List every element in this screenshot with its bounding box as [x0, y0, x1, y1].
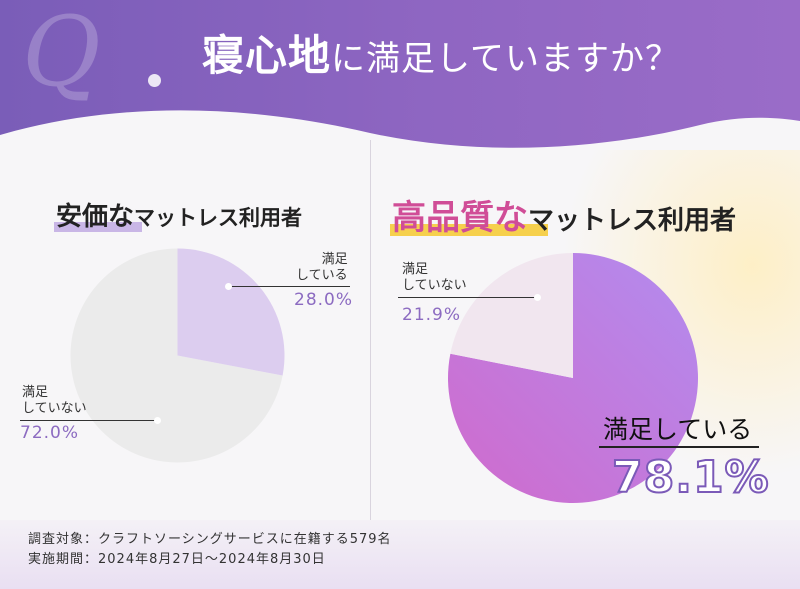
left-satisfied-label: 満足 している: [296, 252, 348, 284]
q-letter: Q: [22, 0, 101, 108]
left-pie-chart: [70, 248, 285, 463]
right-not-label-line2: していない: [402, 278, 467, 293]
right-not-pct: 21.9%: [402, 305, 462, 325]
left-not-dot: [154, 417, 161, 424]
left-title-underline: [54, 222, 142, 232]
right-not-dot: [534, 294, 541, 301]
left-chart-title: 安価なマットレス利用者: [56, 196, 302, 233]
title-strong: 寝心地: [202, 31, 332, 80]
right-slice-satisfied: [447, 253, 698, 503]
center-divider: [370, 140, 371, 520]
left-satisfied-label-line2: している: [296, 268, 348, 283]
left-not-pct: 72.0%: [20, 423, 80, 443]
right-not-label-line1: 満足: [402, 262, 429, 277]
left-title-strong: 安価な: [56, 202, 135, 232]
right-satisfied-underline: [599, 446, 759, 448]
right-chart-title: 高品質なマットレス利用者: [392, 190, 736, 239]
right-title-rest: マットレス利用者: [528, 206, 737, 236]
right-title-strong: 高品質な: [392, 198, 528, 238]
left-not-label: 満足 していない: [22, 385, 87, 417]
right-title-underline: [390, 224, 548, 236]
title-rest: に満足していますか？: [331, 39, 680, 79]
left-not-label-line1: 満足: [22, 385, 49, 400]
page-title: 寝心地に満足していますか？: [202, 22, 680, 83]
left-title-rest: マットレス利用者: [134, 206, 303, 230]
right-not-label: 満足 していない: [402, 262, 467, 294]
survey-period-note: 実施期間：2024年8月27日〜2024年8月30日: [28, 552, 326, 567]
left-satisfied-pct: 28.0%: [294, 290, 354, 310]
right-pie-chart: [447, 253, 698, 503]
left-satisfied-leader: [228, 286, 350, 287]
right-satisfied-label: 満足している: [603, 415, 753, 444]
right-not-leader: [398, 297, 538, 298]
q-dot: [148, 74, 161, 87]
survey-target-note: 調査対象：クラフトソーシングサービスに在籍する579名: [28, 532, 392, 547]
left-slice-not-satisfied: [70, 248, 283, 463]
left-not-label-line2: していない: [22, 401, 87, 416]
footer-band: [0, 520, 800, 589]
left-satisfied-dot: [225, 283, 232, 290]
left-slice-satisfied: [177, 248, 285, 376]
left-not-leader: [20, 420, 158, 421]
right-satisfied-pct: 78.1%: [611, 451, 770, 504]
left-satisfied-label-line1: 満足: [321, 252, 348, 267]
right-slice-not-satisfied: [450, 253, 573, 378]
